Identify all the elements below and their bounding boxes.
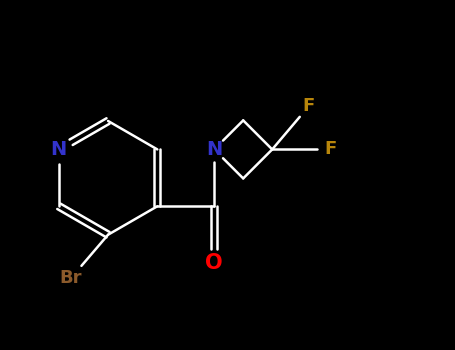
Text: N: N bbox=[51, 140, 67, 159]
Text: F: F bbox=[303, 97, 315, 115]
Text: O: O bbox=[205, 253, 223, 273]
Text: N: N bbox=[206, 140, 222, 159]
Text: Br: Br bbox=[60, 269, 82, 287]
Text: F: F bbox=[324, 140, 336, 159]
